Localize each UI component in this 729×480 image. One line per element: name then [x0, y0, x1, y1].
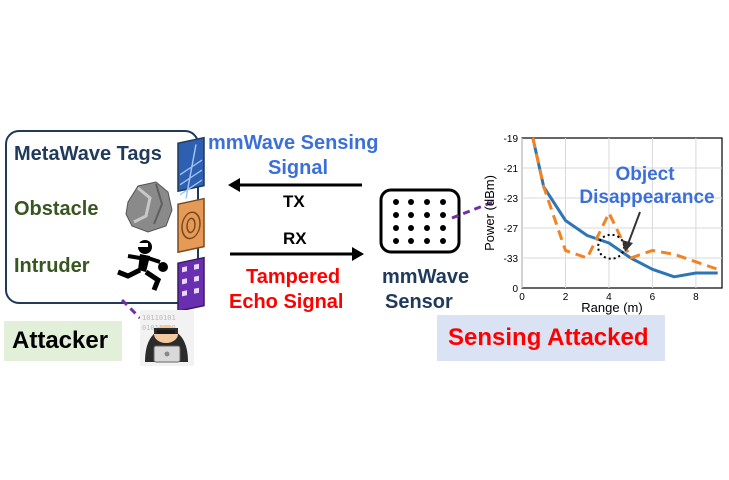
- sensing-signal-label-line1: mmWave Sensing: [208, 132, 379, 154]
- hacker-icon: 10110101 01011010: [140, 310, 194, 366]
- chart-y-tick-label: -33: [504, 254, 519, 265]
- chart-series-solid-line: [531, 137, 718, 279]
- svg-text:10110101: 10110101: [142, 314, 176, 322]
- chart-y-axis-label: Power (dBm): [482, 175, 497, 251]
- chart-y-tick-label: 0: [512, 284, 518, 295]
- sensing-attacked-label: Sensing Attacked: [448, 324, 649, 351]
- rx-arrow-head: [352, 247, 364, 261]
- annotation-arrow: [627, 211, 641, 245]
- sensor-label-line1: mmWave: [382, 266, 470, 288]
- annotation-arrow-head: [622, 240, 633, 252]
- chart-y-tick-label: -21: [504, 164, 519, 175]
- chart-y-tick-label: -27: [504, 224, 519, 235]
- tampered-signal-label-line2: Echo Signal: [229, 291, 344, 313]
- intruder-label: Intruder: [14, 255, 90, 277]
- chart-x-tick-label: 4: [606, 292, 612, 303]
- obstacle-label: Obstacle: [14, 198, 99, 220]
- metawave-tags-title: MetaWave Tags: [14, 143, 162, 165]
- mmwave-sensor-icon: [379, 188, 461, 254]
- tampered-signal-label-line1: Tampered: [246, 266, 341, 288]
- power-range-chart: 0 2 4 6 8 -19 -21 -23 -27 -33 0 ObjectDisappearance…: [482, 134, 723, 315]
- rock-icon: [125, 181, 173, 233]
- annotation-label-line1: Object: [615, 164, 675, 185]
- metasurface-tag-orange-icon: [177, 197, 205, 254]
- chart-y-tick-label: -19: [504, 134, 519, 145]
- rx-label: RX: [283, 229, 307, 248]
- chart-plot-area: [521, 137, 723, 289]
- sensor-chart-link-line: [451, 200, 494, 220]
- tx-label: TX: [283, 192, 305, 211]
- sensing-attacked-badge: [437, 315, 665, 361]
- chart-x-tick-label: 2: [563, 292, 569, 303]
- running-intruder-icon: [117, 240, 168, 291]
- sensor-label-line2: Sensor: [385, 291, 453, 313]
- chart-x-axis-label: Range (m): [581, 300, 642, 315]
- metasurface-tag-purple-icon: [177, 256, 205, 313]
- annotation-label-line2: Disappearance: [579, 187, 714, 208]
- tx-arrow-head: [228, 178, 240, 192]
- chart-x-tick-label: 8: [693, 292, 699, 303]
- attacker-badge: [4, 321, 122, 361]
- metasurface-tag-blue-icon: [177, 136, 205, 199]
- chart-y-tick-label: -23: [504, 194, 519, 205]
- chart-x-tick-label: 0: [519, 292, 525, 303]
- attacker-link-line: [120, 298, 142, 320]
- sensing-signal-label-line2: Signal: [268, 157, 329, 179]
- chart-x-tick-label: 6: [650, 292, 656, 303]
- attacker-label: Attacker: [12, 327, 109, 354]
- chart-series-dashed-line: [531, 137, 719, 271]
